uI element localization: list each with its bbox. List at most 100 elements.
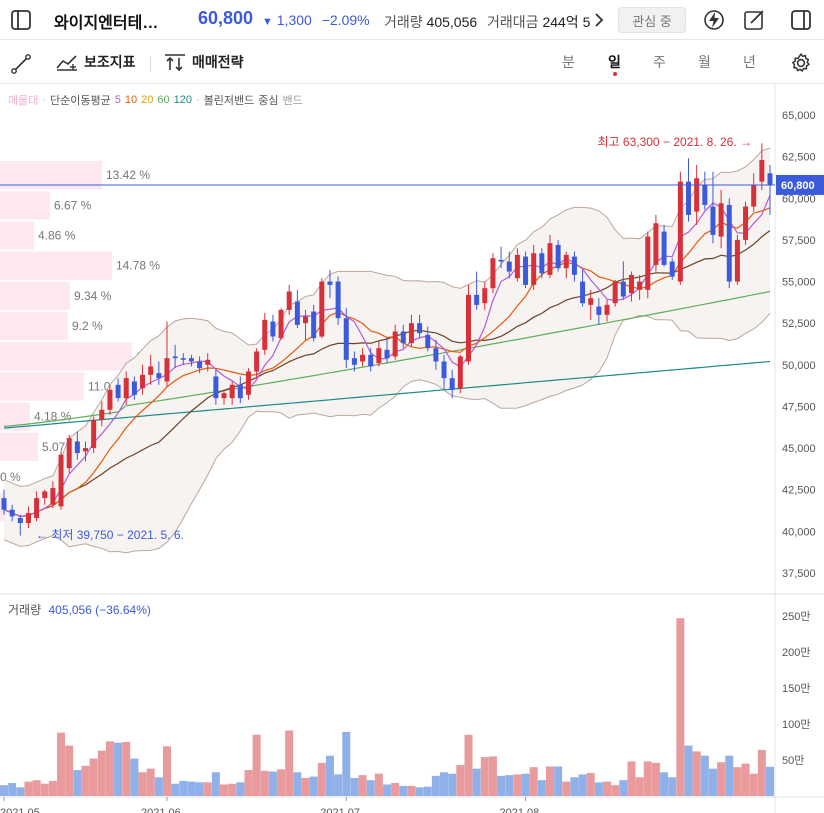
volume-bar [65, 745, 74, 796]
settings-gear-icon[interactable] [790, 52, 812, 74]
candle-body [42, 491, 48, 499]
volume-bar [757, 749, 766, 796]
candle-body [213, 376, 219, 399]
volume-bar [578, 774, 587, 796]
split-view-icon[interactable] [790, 9, 812, 31]
chart-toolbar [0, 40, 824, 84]
edit-icon[interactable] [742, 8, 766, 32]
indicators-button[interactable]: 보조지표 [56, 52, 136, 72]
volume-bar [317, 762, 326, 796]
price-axis-tick: 50,000 [782, 360, 816, 372]
volume-bar [342, 731, 351, 796]
watchlist-button[interactable]: 관심 중 [618, 7, 686, 33]
candle-body [408, 323, 414, 344]
volume-bar [513, 774, 522, 796]
stock-chart[interactable]: 13.42 %6.67 %4.86 %14.78 %9.34 %9.2 %17.… [0, 84, 824, 813]
volume-bar [277, 769, 286, 796]
candle-body [360, 354, 366, 362]
candle-body [433, 348, 439, 362]
candle-body [237, 384, 243, 399]
price-axis-tick: 42,500 [782, 485, 816, 497]
period-week[interactable]: 주 [653, 54, 666, 70]
candle-body [180, 358, 186, 360]
volume-axis-tick: 100만 [782, 718, 810, 731]
candle-body [245, 371, 251, 395]
legend-separator: · [196, 94, 200, 106]
volume-bar [358, 775, 367, 796]
candle-body [91, 419, 97, 449]
volume-bar [325, 755, 334, 796]
candle-body [99, 409, 105, 420]
volume-bar [203, 782, 212, 796]
candle-body [82, 448, 88, 452]
period-month[interactable]: 월 [698, 54, 711, 70]
volume-bar [138, 772, 147, 796]
volume-bar [154, 777, 163, 796]
bb-legend-label[interactable]: 볼린저밴드 [203, 95, 255, 107]
candle-body [66, 438, 72, 469]
indicators-label: 보조지표 [84, 54, 136, 70]
candle-body [197, 361, 203, 369]
volume-profile-legend[interactable]: 매물대 [8, 95, 39, 107]
volume-value: 405,056 [426, 14, 478, 30]
candle-body [188, 358, 194, 362]
volume-bar [537, 780, 546, 796]
volume-bar [456, 765, 465, 796]
candle-body [156, 373, 162, 379]
bollinger-upper-line [3, 147, 771, 487]
lightning-icon[interactable] [702, 8, 726, 32]
volume-profile-percent: 9.34 % [74, 289, 112, 303]
price-axis-tick: 62,500 [782, 152, 816, 164]
volume-bar [171, 783, 180, 796]
volume-bar [236, 782, 245, 796]
volume-bar [228, 783, 237, 796]
volume-bar [309, 776, 318, 796]
candle-body [555, 244, 561, 269]
strategy-button[interactable]: 매매전략 [164, 52, 244, 72]
time-axis-label: 2021.07 [320, 807, 360, 813]
period-year[interactable]: 년 [743, 54, 756, 70]
ma10-legend: 10 [124, 94, 138, 106]
candle-body [637, 281, 643, 290]
panel-toggle-icon[interactable] [10, 9, 32, 31]
period-day[interactable]: 일 [608, 54, 621, 70]
period-minute[interactable]: 분 [562, 54, 575, 70]
volume-bar [521, 773, 530, 796]
volume-bar [268, 771, 277, 796]
chevron-right-icon[interactable] [594, 12, 604, 28]
volume-bar [195, 782, 204, 796]
ma60-legend: 60 [157, 94, 170, 106]
volume-bar [423, 786, 432, 796]
current-price: 60,800 [198, 8, 254, 28]
change-percent: −2.09% [321, 12, 370, 28]
candle-body [286, 291, 292, 310]
candle-body [376, 348, 382, 364]
low-annotation: ← 최저 39,750 − 2021. 5. 6. [36, 528, 184, 542]
toolbar-divider [150, 56, 151, 72]
stock-name[interactable]: 와이지엔터테… [54, 15, 159, 32]
volume-bar [611, 785, 620, 796]
volume-axis-tick: 150만 [782, 682, 810, 695]
updown-arrows-icon [164, 53, 186, 71]
volume-panel-value: 405,056 (−36.64%) [48, 603, 151, 617]
price-axis-tick: 55,000 [782, 277, 816, 289]
candle-body [441, 361, 447, 379]
volume-bar [717, 762, 726, 796]
ma-legend-label[interactable]: 단순이동평균 [50, 95, 111, 107]
volume-bar [692, 751, 701, 796]
ma20-legend: 20 [141, 94, 154, 106]
volume-profile-percent: 4.86 % [38, 229, 76, 243]
volume-panel-label: 거래량 [8, 603, 42, 617]
volume-bar [627, 761, 636, 796]
price-change: ▼ 1,300 −2.09% [262, 12, 370, 28]
volume-profile-bar [0, 372, 84, 401]
volume-bar [57, 732, 66, 796]
price-axis-tick: 37,500 [782, 568, 816, 580]
candle-body [661, 231, 667, 265]
candle-body [140, 374, 146, 389]
volume-bar [529, 767, 538, 796]
drawing-tool-icon[interactable] [10, 53, 32, 75]
volume-label: 거래량 [384, 14, 423, 30]
candle-body [262, 319, 268, 350]
candle-body [612, 281, 618, 304]
